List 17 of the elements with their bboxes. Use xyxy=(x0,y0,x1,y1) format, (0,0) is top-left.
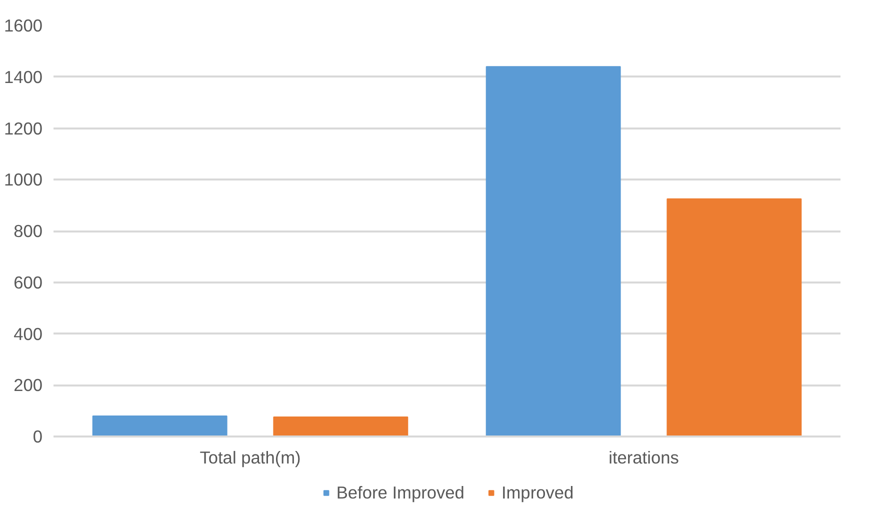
x-tick-label: Total path(m) xyxy=(200,448,301,468)
y-tick-label: 1400 xyxy=(4,66,43,87)
legend-label: Before Improved xyxy=(336,482,464,503)
y-tick-label: 1600 xyxy=(4,16,43,36)
y-tick-label: 0 xyxy=(32,426,43,446)
bar xyxy=(92,415,228,436)
y-tick-label: 1200 xyxy=(4,118,43,138)
y-tick-label: 200 xyxy=(14,375,43,396)
y-tick-label: 600 xyxy=(14,272,43,292)
legend-label: Improved xyxy=(501,482,574,503)
y-tick-label: 400 xyxy=(14,324,43,344)
x-tick-label: iterations xyxy=(608,448,680,468)
bar xyxy=(273,416,408,436)
y-tick-label: 800 xyxy=(14,221,43,241)
bar xyxy=(666,198,802,436)
bar xyxy=(486,66,621,436)
y-tick-label: 1000 xyxy=(4,170,43,190)
